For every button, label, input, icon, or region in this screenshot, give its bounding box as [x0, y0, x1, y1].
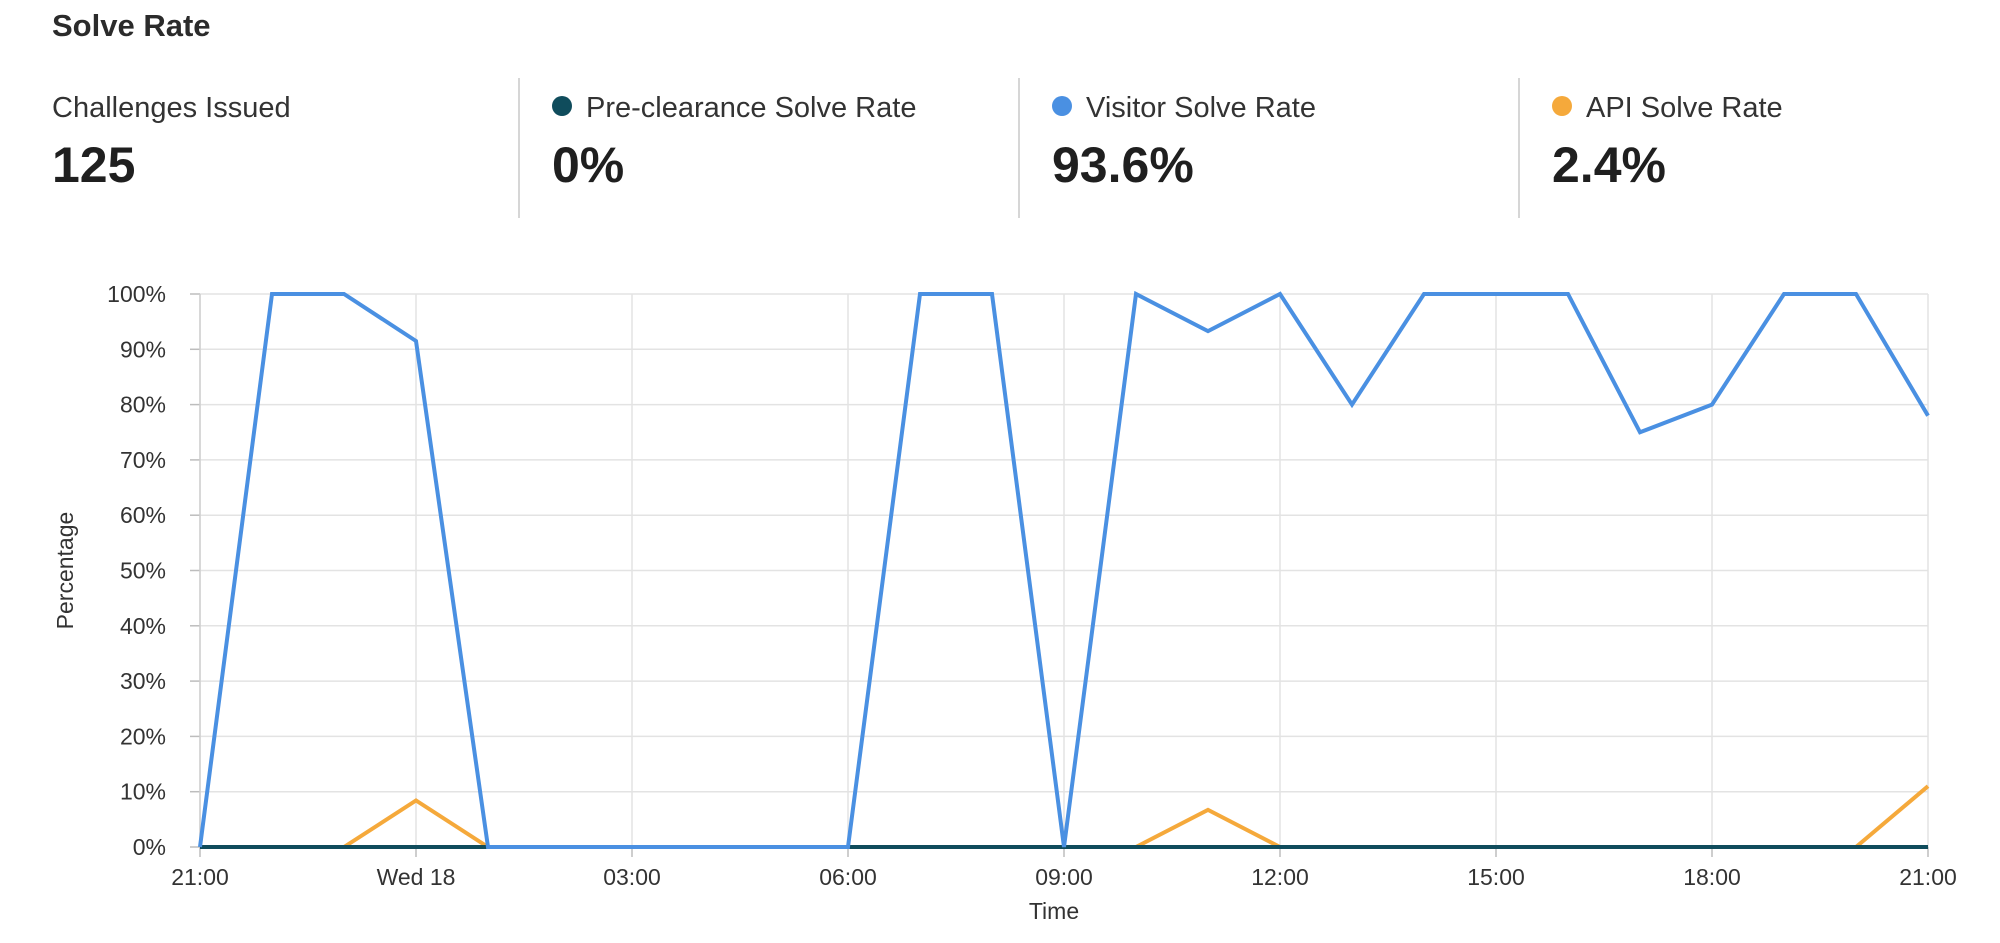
y-axis-label: Percentage: [52, 512, 78, 630]
y-tick-label: 40%: [120, 613, 166, 639]
stat-divider: [1518, 78, 1520, 218]
x-tick-label: Wed 18: [377, 864, 456, 890]
stat-visitor-solve-rate: Visitor Solve Rate 93.6%: [1052, 78, 1522, 218]
page-title: Solve Rate: [52, 8, 211, 43]
solve-rate-chart: 0% 10% 20% 30% 40% 50% 60% 70% 80% 90% 100% 21:00 W…: [52, 281, 1957, 924]
x-tick-label: 09:00: [1035, 864, 1093, 890]
stat-value: 2.4%: [1552, 137, 1666, 193]
stat-label: API Solve Rate: [1552, 92, 1783, 125]
y-tick-label: 100%: [107, 281, 166, 307]
y-tick-label: 90%: [120, 336, 166, 362]
y-tick-label: 0%: [133, 834, 166, 860]
x-tick-label: 15:00: [1467, 864, 1525, 890]
stat-api-solve-rate: API Solve Rate 2.4%: [1552, 78, 2000, 218]
x-tick-label: 21:00: [1899, 864, 1957, 890]
stat-divider: [1018, 78, 1020, 218]
stat-divider: [518, 78, 520, 218]
y-tick-label: 80%: [120, 392, 166, 418]
x-axis: 21:00 Wed 18 03:00 06:00 09:00 12:00 15:00 18:0…: [171, 847, 1957, 890]
stat-label: Challenges Issued: [52, 92, 291, 124]
stat-label: Visitor Solve Rate: [1052, 92, 1316, 125]
y-tick-label: 70%: [120, 447, 166, 473]
legend-dot-icon: [1552, 96, 1572, 117]
stat-preclearance-solve-rate: Pre-clearance Solve Rate 0%: [552, 78, 1022, 218]
stat-value: 0%: [552, 137, 625, 193]
chart-container: 0% 10% 20% 30% 40% 50% 60% 70% 80% 90% 100% 21:00 W…: [0, 260, 2000, 938]
y-tick-label: 60%: [120, 502, 166, 528]
x-tick-label: 12:00: [1251, 864, 1309, 890]
x-tick-label: 21:00: [171, 864, 229, 890]
y-tick-label: 10%: [120, 779, 166, 805]
legend-dot-icon: [552, 96, 572, 117]
stat-challenges-issued: Challenges Issued 125: [52, 78, 522, 218]
stat-value: 125: [52, 137, 136, 193]
stats-row: Challenges Issued 125 Pre-clearance Solv…: [52, 78, 1992, 218]
y-axis: 0% 10% 20% 30% 40% 50% 60% 70% 80% 90% 100%: [107, 281, 201, 860]
x-axis-label: Time: [1029, 898, 1079, 924]
y-tick-label: 20%: [120, 723, 166, 749]
series-line-visitor-solve-rate: [198, 290, 1930, 849]
stat-label: Pre-clearance Solve Rate: [552, 92, 916, 125]
y-tick-label: 30%: [120, 668, 166, 694]
x-tick-label: 06:00: [819, 864, 877, 890]
x-tick-label: 03:00: [603, 864, 661, 890]
legend-dot-icon: [1052, 96, 1072, 117]
series-lines: [198, 290, 1930, 849]
stat-value: 93.6%: [1052, 137, 1194, 193]
y-tick-label: 50%: [120, 558, 166, 584]
x-tick-label: 18:00: [1683, 864, 1741, 890]
